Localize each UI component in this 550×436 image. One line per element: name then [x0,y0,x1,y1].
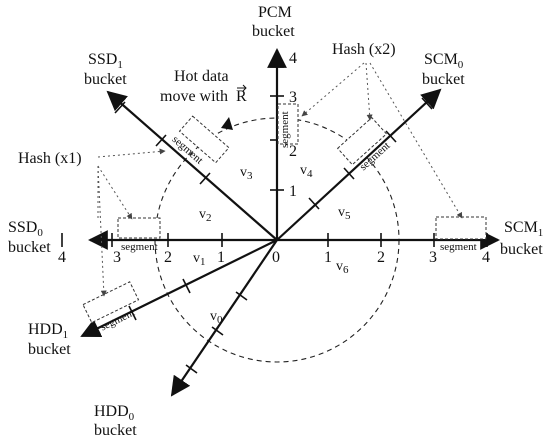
svg-text:move with: move with [160,88,228,105]
segment-label: segment [440,241,477,253]
svg-text:4: 4 [58,249,66,266]
svg-text:3: 3 [113,249,121,266]
svg-text:3: 3 [289,89,297,106]
bucket-label-ssd0: SSD0 bucket [8,219,51,256]
svg-text:2: 2 [289,143,297,160]
region-v3: v3 [240,165,253,182]
segment-box-right: segment [435,216,487,253]
hdd0-tick [185,364,198,374]
ssd1-tick [114,101,126,114]
hdd0-tick [211,326,224,336]
svg-text:HDD0: HDD0 [94,403,135,423]
hdd0-axis [170,239,278,397]
svg-text:4: 4 [289,50,297,67]
svg-text:R: R [236,88,247,105]
hash-x2-label: Hash (x2) [332,41,396,58]
hdd1-tick [182,278,191,294]
hash-x1-label: Hash (x1) [18,150,82,167]
scm1-tick-labels: 1 2 3 4 [324,249,490,266]
svg-text:SCM1: SCM1 [504,219,543,239]
ssd0-tick-labels: 4 3 2 1 [58,249,225,266]
segment-label: segment [279,111,291,148]
hot-data-label: Hot data move with R [160,68,247,105]
ssd1-axis-ticks [114,101,211,185]
bucket-label-hdd0: HDD0 bucket [94,403,137,436]
svg-text:bucket: bucket [8,239,51,256]
scm1-axis-ticks [327,233,488,247]
segment-box-pcm: segment [277,103,299,148]
scm0-tick [308,197,320,210]
hdd1-tick [128,305,137,321]
svg-text:Hot data: Hot data [174,68,229,85]
svg-text:bucket: bucket [422,71,465,88]
circle-arrowhead [221,117,233,130]
bucket-label-hdd1: HDD1 bucket [28,321,71,358]
bucket-label-pcm: PCM bucket [252,4,295,40]
hash-x2-arrows [301,62,463,219]
svg-text:SSD0: SSD0 [8,219,43,239]
ssd1-tick [199,172,211,185]
svg-text:bucket: bucket [94,422,137,436]
svg-text:1: 1 [289,183,297,200]
hdd0-axis-ticks [185,291,248,374]
region-v0: v0 [210,309,223,326]
segment-box-ssd1: segment [170,115,230,167]
region-v6: v6 [336,259,349,276]
scm0-tick [421,97,433,110]
ssd0-axis-ticks [61,233,223,247]
svg-text:2: 2 [164,249,172,266]
scm0-axis-ticks [308,97,433,210]
region-v1: v1 [193,251,206,268]
segment-label: segment [121,241,158,253]
pcm-tick-labels: 1 2 3 4 [289,50,297,200]
scm0-tick [385,130,397,143]
pcm-axis-ticks [270,66,284,191]
bucket-label-scm1: SCM1 bucket [500,219,543,258]
origin-label: 0 [272,249,280,266]
region-v4: v4 [300,163,313,180]
svg-text:bucket: bucket [252,23,295,40]
svg-text:bucket: bucket [84,71,127,88]
svg-text:3: 3 [429,249,437,266]
svg-text:SSD1: SSD1 [88,51,123,71]
region-v2: v2 [199,207,212,224]
region-v5: v5 [338,205,351,222]
segment-box-left: segment [117,217,161,253]
svg-text:HDD1: HDD1 [28,321,68,341]
svg-text:4: 4 [482,249,490,266]
svg-text:bucket: bucket [28,341,71,358]
scm0-tick [343,167,355,180]
svg-text:SCM0: SCM0 [424,51,464,71]
hdd1-axis [80,239,278,338]
hash-x1-arrows [97,148,166,297]
svg-text:1: 1 [324,249,332,266]
segment-box-scm0: segment [336,116,393,173]
svg-text:1: 1 [217,249,225,266]
ssd1-axis [106,90,278,241]
svg-text:PCM: PCM [258,4,292,21]
svg-text:2: 2 [377,249,385,266]
ssd1-tick [155,134,167,147]
scm0-axis [276,88,442,241]
bucket-label-scm0: SCM0 bucket [422,51,465,88]
hdd1-axis-ticks [128,278,191,321]
hdd0-tick [235,291,248,301]
svg-text:bucket: bucket [500,241,543,258]
bucket-label-ssd1: SSD1 bucket [84,51,127,88]
